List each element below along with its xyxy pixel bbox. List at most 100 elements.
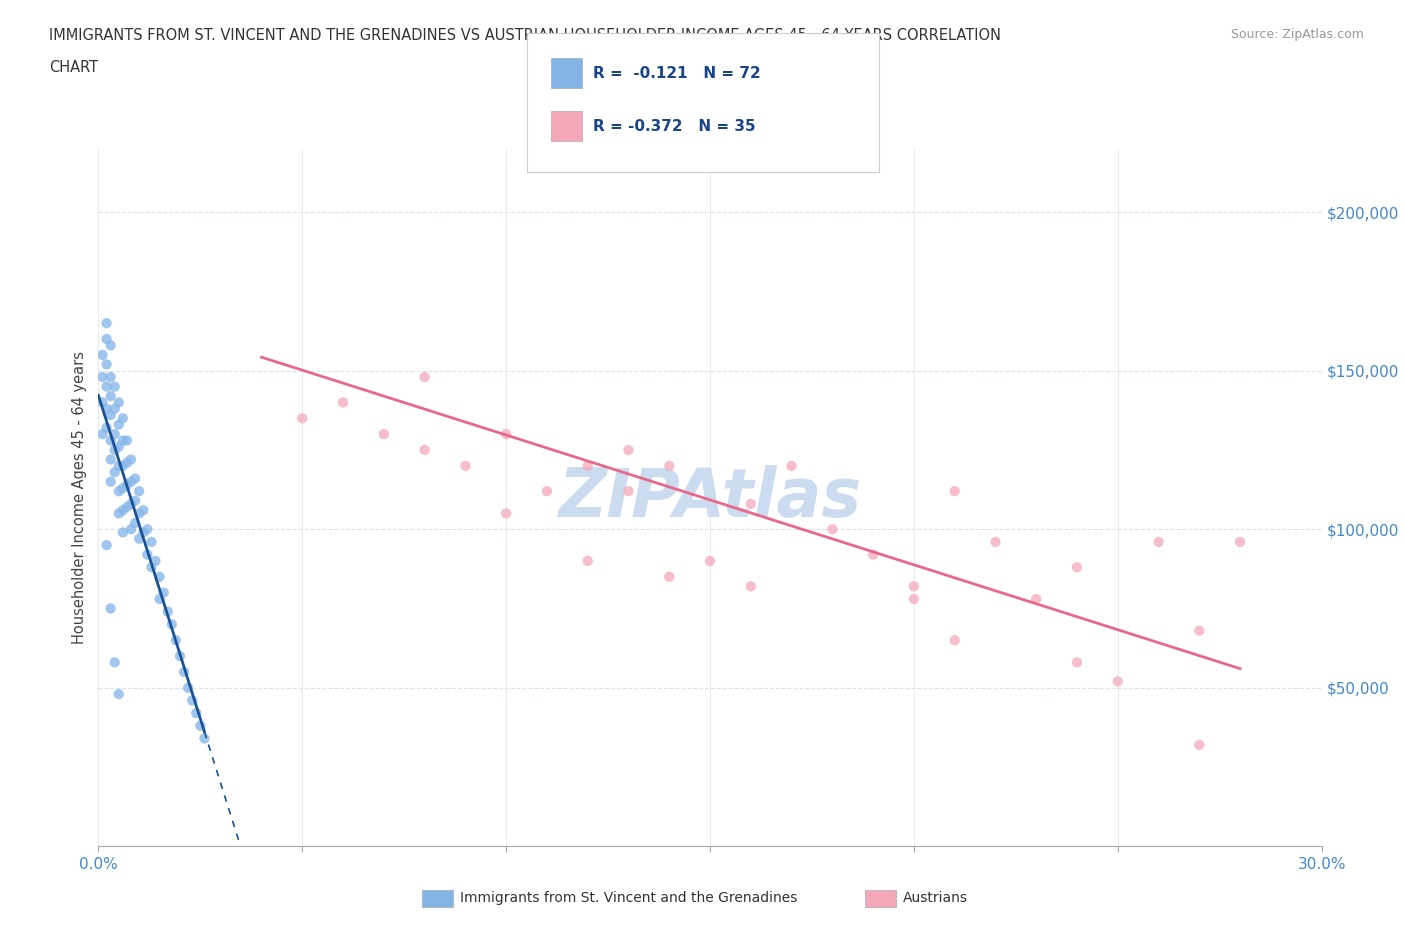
Point <box>821 522 844 537</box>
Point <box>658 458 681 473</box>
Point <box>454 458 477 473</box>
Point <box>111 503 134 518</box>
Point <box>91 348 114 363</box>
Point <box>100 452 122 467</box>
Point <box>862 547 884 562</box>
Point <box>136 522 159 537</box>
Point <box>91 427 114 442</box>
Text: Source: ZipAtlas.com: Source: ZipAtlas.com <box>1230 28 1364 41</box>
Point <box>96 402 118 417</box>
Point <box>186 706 208 721</box>
Point <box>740 497 762 512</box>
Y-axis label: Householder Income Ages 45 - 64 years: Householder Income Ages 45 - 64 years <box>72 351 87 644</box>
Point <box>373 427 395 442</box>
Point <box>1025 591 1047 606</box>
Point <box>740 578 762 593</box>
Point <box>96 316 118 331</box>
Point <box>108 418 131 432</box>
Point <box>100 407 122 422</box>
Point <box>169 648 191 663</box>
Point <box>96 379 118 394</box>
Point <box>120 522 142 537</box>
Point <box>903 591 925 606</box>
Point <box>124 493 146 508</box>
Point <box>1147 535 1170 550</box>
Point <box>108 506 131 521</box>
Point <box>115 499 138 514</box>
Point <box>1066 560 1088 575</box>
Point <box>91 395 114 410</box>
Point <box>96 357 118 372</box>
Point <box>136 547 159 562</box>
Point <box>96 420 118 435</box>
Point <box>332 395 354 410</box>
Point <box>1188 737 1211 752</box>
Text: CHART: CHART <box>49 60 98 75</box>
Point <box>108 484 131 498</box>
Point <box>149 569 172 584</box>
Point <box>100 601 122 616</box>
Point <box>128 531 150 546</box>
Point <box>149 591 172 606</box>
Point <box>120 497 142 512</box>
Point <box>188 718 212 733</box>
Point <box>943 484 966 498</box>
Point <box>141 560 163 575</box>
Point <box>145 553 167 568</box>
Point <box>1107 674 1129 689</box>
Point <box>104 402 127 417</box>
Text: Austrians: Austrians <box>903 891 967 906</box>
Text: ZIPAtlas: ZIPAtlas <box>558 465 862 530</box>
Point <box>173 665 195 680</box>
Point <box>413 369 436 384</box>
Point <box>111 433 134 448</box>
Point <box>576 458 599 473</box>
Point <box>181 693 204 708</box>
Point <box>100 369 122 384</box>
Point <box>413 443 436 458</box>
Point <box>165 632 187 647</box>
Point <box>100 474 122 489</box>
Point <box>156 604 179 619</box>
Point <box>104 443 127 458</box>
Point <box>124 515 146 530</box>
Text: R = -0.372   N = 35: R = -0.372 N = 35 <box>593 118 756 134</box>
Point <box>111 411 134 426</box>
Point <box>104 465 127 480</box>
Text: R =  -0.121   N = 72: R = -0.121 N = 72 <box>593 65 761 81</box>
Point <box>943 632 966 647</box>
Point <box>111 481 134 496</box>
Point <box>576 553 599 568</box>
Point <box>132 525 155 540</box>
Point <box>132 503 155 518</box>
Point <box>984 535 1007 550</box>
Point <box>91 369 114 384</box>
Point <box>115 433 138 448</box>
Point <box>100 433 122 448</box>
Point <box>536 484 558 498</box>
Point <box>120 474 142 489</box>
Text: Immigrants from St. Vincent and the Grenadines: Immigrants from St. Vincent and the Gren… <box>460 891 797 906</box>
Point <box>104 379 127 394</box>
Point <box>128 506 150 521</box>
Point <box>617 443 640 458</box>
Point <box>1066 655 1088 670</box>
Point <box>658 569 681 584</box>
Point <box>141 535 163 550</box>
Point <box>160 617 183 631</box>
Point <box>780 458 803 473</box>
Point <box>128 484 150 498</box>
Point <box>617 484 640 498</box>
Point <box>104 427 127 442</box>
Text: IMMIGRANTS FROM ST. VINCENT AND THE GRENADINES VS AUSTRIAN HOUSEHOLDER INCOME AG: IMMIGRANTS FROM ST. VINCENT AND THE GREN… <box>49 28 1001 43</box>
Point <box>104 655 127 670</box>
Point <box>100 389 122 404</box>
Point <box>115 477 138 492</box>
Point <box>495 506 517 521</box>
Point <box>903 578 925 593</box>
Point <box>108 395 131 410</box>
Point <box>96 538 118 552</box>
Point <box>115 456 138 471</box>
Point <box>495 427 517 442</box>
Point <box>124 472 146 486</box>
